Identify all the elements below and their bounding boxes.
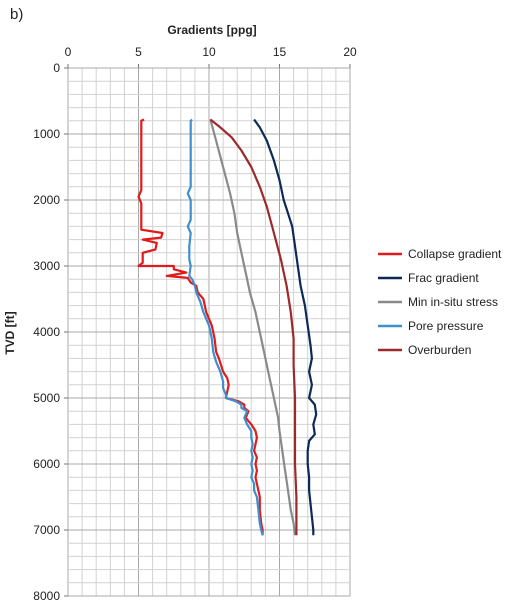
y-tick-label: 7000 xyxy=(33,523,60,537)
x-tick-label: 10 xyxy=(202,45,216,59)
x-tick-label: 15 xyxy=(273,45,287,59)
y-axis-ticks: 0 1000 2000 3000 4000 5000 6000 7000 8000 xyxy=(33,61,68,601)
y-tick-label: 1000 xyxy=(33,127,60,141)
y-tick-label: 6000 xyxy=(33,457,60,471)
legend-entry-label: Collapse gradient xyxy=(408,247,502,261)
y-axis-label: TVD [ft] xyxy=(3,311,17,354)
series-line-min-in-situ-stress xyxy=(209,119,297,536)
legend-entry-label: Overburden xyxy=(408,343,471,357)
y-tick-label: 8000 xyxy=(33,589,60,601)
y-tick-label: 2000 xyxy=(33,193,60,207)
x-axis-ticks: 0 5 10 15 20 xyxy=(65,45,357,68)
series-lines xyxy=(137,118,318,536)
legend-entry-label: Min in-situ stress xyxy=(408,295,498,309)
x-tick-label: 0 xyxy=(65,45,72,59)
series-line-collapse-gradient xyxy=(137,118,264,536)
series-line-overburden xyxy=(209,118,298,536)
x-axis-label: Gradients [ppg] xyxy=(167,23,256,37)
x-tick-label: 5 xyxy=(135,45,142,59)
x-tick-label: 20 xyxy=(343,45,357,59)
y-tick-label: 5000 xyxy=(33,391,60,405)
grid xyxy=(67,67,351,597)
legend-entry-label: Frac gradient xyxy=(408,271,479,285)
y-tick-label: 3000 xyxy=(33,259,60,273)
series-line-pore-pressure xyxy=(186,118,264,536)
series-line-frac-gradient xyxy=(253,118,318,536)
y-tick-label: 4000 xyxy=(33,325,60,339)
legend-entry-label: Pore pressure xyxy=(408,319,484,333)
panel-label: b) xyxy=(10,6,24,23)
y-tick-label: 0 xyxy=(53,61,60,75)
legend: Collapse gradient Frac gradient Min in-sit… xyxy=(378,247,502,357)
